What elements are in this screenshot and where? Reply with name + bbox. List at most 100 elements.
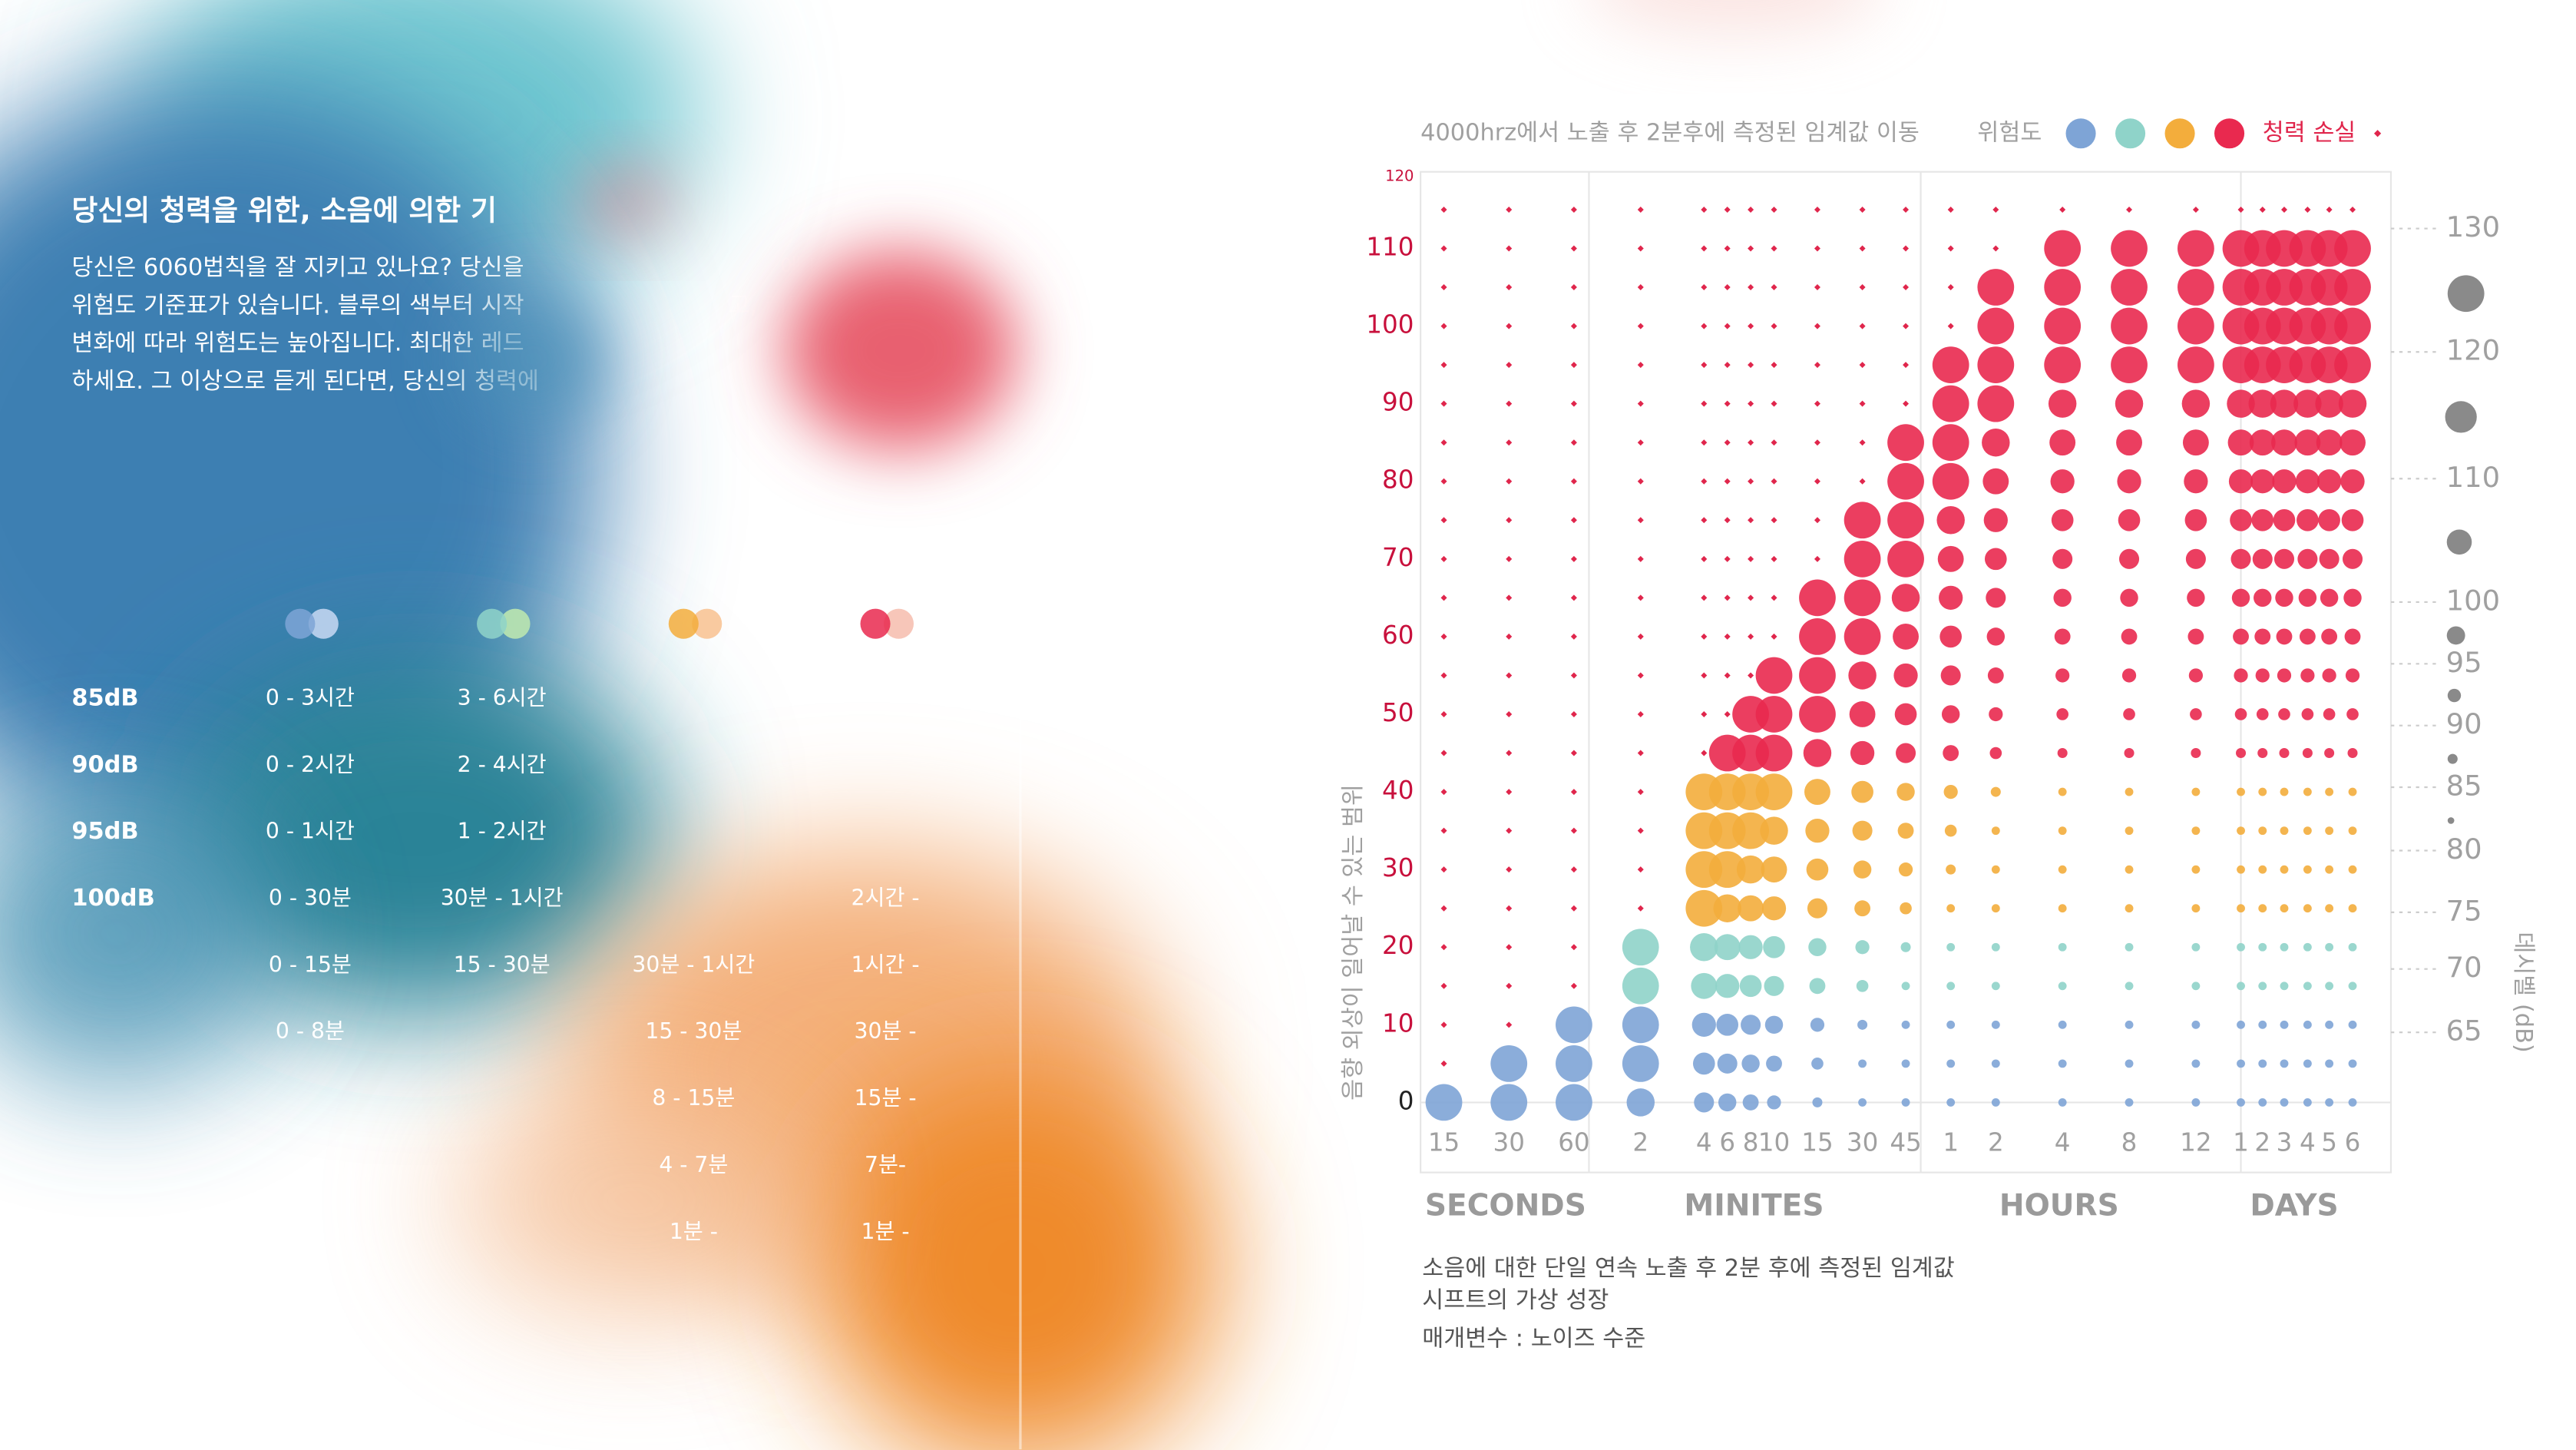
dot	[2325, 865, 2334, 874]
y2-axis-label: 데시벨 (dB)	[2510, 932, 2537, 1052]
dot	[1755, 657, 1793, 694]
dot	[2300, 668, 2315, 683]
dot	[2120, 588, 2138, 607]
dot	[2191, 904, 2201, 913]
table-cell: 4 - 7분	[659, 1152, 728, 1177]
dot	[2258, 904, 2267, 913]
legend-title: 4000hrz에서 노출 후 2분후에 측정된 임계값 이동	[1420, 119, 1920, 146]
dot	[1946, 982, 1956, 991]
table-cell: 30분 - 1시간	[632, 952, 755, 977]
tiny-dot	[1724, 555, 1731, 562]
dot	[2258, 826, 2267, 836]
db-size-dots	[2445, 275, 2485, 824]
dot	[2271, 429, 2297, 456]
dot	[2058, 1059, 2067, 1068]
dot	[1764, 1015, 1784, 1035]
dot	[1755, 773, 1793, 810]
dot	[1991, 982, 2000, 991]
blob	[578, 163, 673, 237]
dot	[2258, 1097, 2267, 1107]
row-label: 85dB	[71, 684, 138, 711]
caption: 소음에 대한 단일 연속 노출 후 2분 후에 측정된 임계값	[1422, 1255, 1954, 1282]
dot	[2347, 748, 2358, 759]
dot	[2348, 1059, 2357, 1068]
dot	[2348, 826, 2357, 836]
dot	[2058, 1097, 2067, 1107]
dot	[2303, 982, 2312, 991]
x-tick-label: 8	[1743, 1128, 1759, 1157]
header-dot	[308, 608, 339, 639]
dot	[1690, 933, 1718, 962]
dot	[2273, 548, 2295, 569]
y-tick-label: 30	[1382, 853, 1414, 882]
dot	[2340, 429, 2366, 456]
tiny-dot	[1506, 323, 1513, 329]
blobs	[0, 0, 1876, 1450]
tiny-dot	[1724, 672, 1731, 679]
dot	[2348, 1020, 2357, 1029]
dot	[2125, 865, 2134, 874]
dot	[1901, 1059, 1910, 1068]
dot	[1844, 618, 1881, 655]
group-label: MINITES	[1684, 1189, 1824, 1223]
dot	[1742, 1094, 1759, 1111]
dot	[1991, 1020, 2000, 1029]
header-dot	[668, 608, 699, 639]
dot	[2116, 429, 2142, 456]
dot	[1901, 982, 1910, 991]
blob	[450, 1084, 818, 1318]
y-tick-label: 50	[1382, 698, 1414, 727]
dot	[2236, 748, 2247, 759]
y-axis-label: 음향 외상이 일어날 수 있는 범위	[1340, 784, 1367, 1101]
tiny-dot	[1440, 944, 1447, 951]
dot	[2055, 668, 2070, 683]
dot	[2303, 1020, 2312, 1029]
header-dot	[692, 608, 723, 639]
dot	[2227, 389, 2255, 418]
dot	[1943, 784, 1958, 799]
dot	[2301, 708, 2314, 720]
tiny-dot	[1724, 439, 1731, 446]
table-cell: 15 - 30분	[645, 1018, 742, 1044]
table-cell: 7분-	[865, 1152, 906, 1177]
dot	[2057, 748, 2068, 759]
dot	[2251, 508, 2274, 531]
row-label: 100dB	[71, 885, 154, 912]
dot	[2302, 748, 2313, 759]
dot	[1932, 346, 1969, 384]
dot	[1755, 696, 1793, 733]
dot	[1556, 1084, 1592, 1121]
dot	[2256, 708, 2269, 720]
x-tick-label: 4	[2055, 1128, 2071, 1157]
dot	[1685, 889, 1723, 927]
table-cell: 8 - 15분	[652, 1085, 735, 1111]
blob	[817, 1067, 1218, 1450]
table-cell: 0 - 3시간	[266, 685, 355, 710]
dot	[1806, 858, 1829, 881]
dot	[2280, 826, 2289, 836]
dot	[1713, 894, 1741, 922]
dot	[2279, 748, 2290, 759]
blob	[1592, 0, 1876, 34]
dot	[1766, 1055, 1782, 1072]
dot	[2325, 1020, 2334, 1029]
dot	[2191, 942, 2201, 952]
dot	[1932, 424, 1969, 462]
y-tick-label: 90	[1382, 388, 1414, 417]
size-dot	[2447, 753, 2458, 764]
dot	[1989, 747, 2002, 760]
dot	[1897, 823, 1914, 839]
y2-tick-label: 100	[2446, 584, 2500, 617]
table-cell: 30분 - 1시간	[441, 885, 564, 910]
dot	[1626, 1088, 1655, 1117]
y2-tick-label: 110	[2446, 461, 2500, 494]
dot	[1741, 1054, 1760, 1073]
dot	[1850, 740, 1875, 766]
dot	[2275, 588, 2293, 607]
tiny-dot	[1506, 594, 1513, 601]
y2-tick-label: 130	[2446, 210, 2500, 243]
tiny-dot	[1506, 206, 1513, 213]
dot	[2258, 787, 2267, 796]
dot	[1808, 938, 1827, 956]
